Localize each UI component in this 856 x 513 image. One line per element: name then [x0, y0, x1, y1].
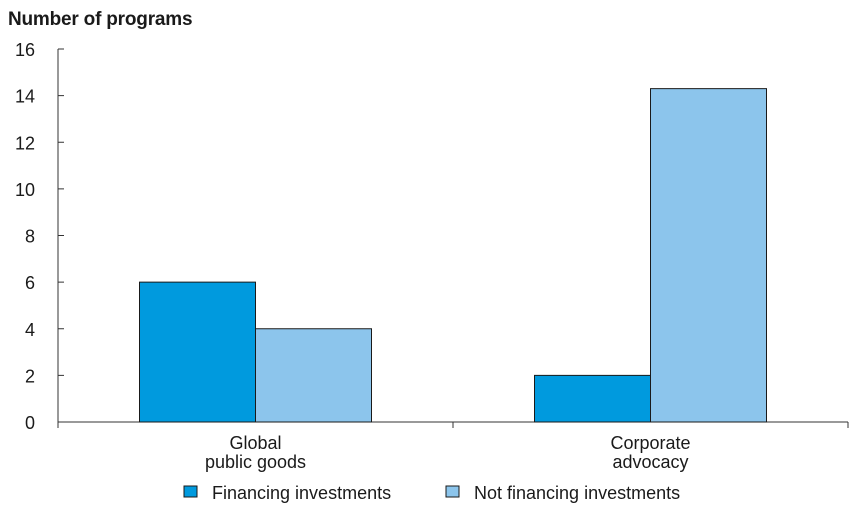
- bar: [139, 281, 256, 423]
- legend-swatch: [445, 485, 460, 498]
- bars: [139, 88, 767, 423]
- y-tick-label: 4: [25, 320, 35, 340]
- legend-label: Financing investments: [212, 483, 391, 503]
- chart-title: Number of programs: [8, 9, 193, 30]
- y-tick-label: 12: [15, 133, 35, 153]
- y-axis: 0 2 4 6 8 10 12 14 16: [15, 40, 64, 433]
- y-tick-label: 16: [15, 40, 35, 60]
- y-tick-label: 2: [25, 366, 35, 386]
- y-tick-label: 10: [15, 180, 35, 200]
- category-label: public goods: [205, 452, 306, 472]
- legend-swatch: [183, 485, 198, 498]
- y-tick-label: 8: [25, 227, 35, 247]
- legend-label: Not financing investments: [474, 483, 680, 503]
- y-tick-label: 6: [25, 273, 35, 293]
- category-label: Corporate: [610, 433, 690, 453]
- bar: [650, 88, 767, 423]
- category-label: Global: [229, 433, 281, 453]
- legend: Financing investments Not financing inves…: [183, 483, 680, 503]
- y-tick-label: 14: [15, 87, 35, 107]
- category-label: advocacy: [612, 452, 688, 472]
- bar: [534, 374, 651, 423]
- bar: [255, 328, 372, 423]
- x-axis: [57, 421, 849, 428]
- y-tick-label: 0: [25, 413, 35, 433]
